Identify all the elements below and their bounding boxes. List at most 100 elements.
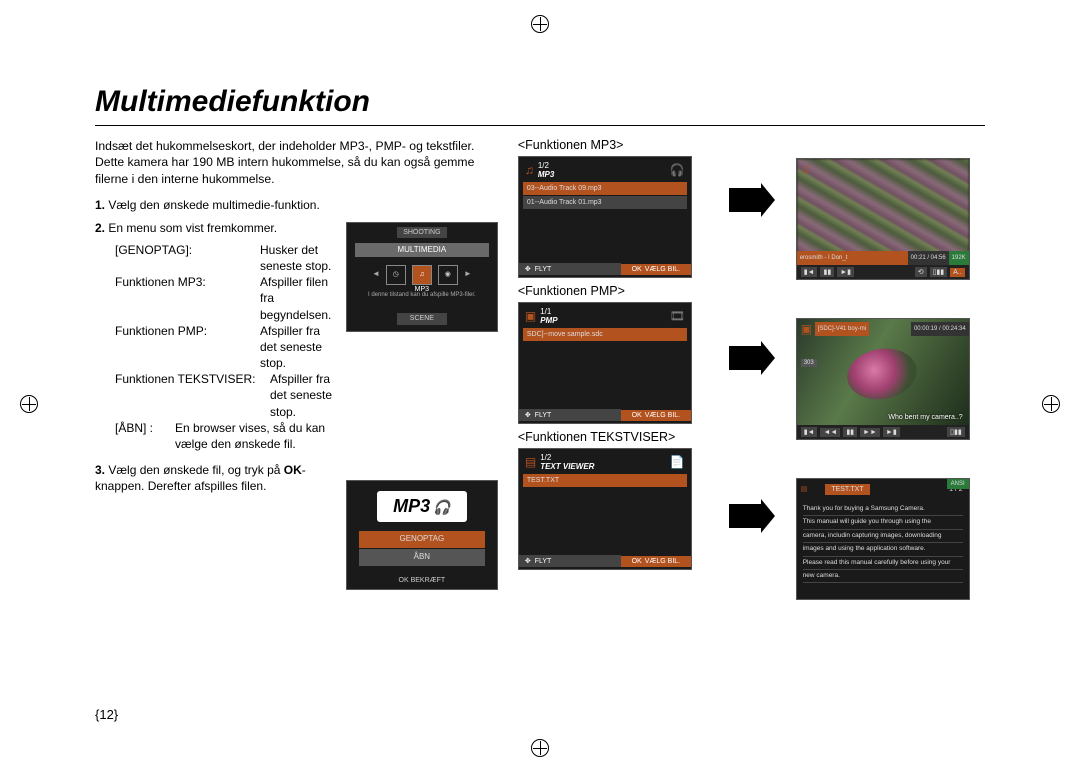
shooting-label: SHOOTING <box>397 227 447 238</box>
flyt-label: FLYT <box>535 412 552 419</box>
registration-mark-bottom <box>531 739 549 757</box>
file-row: 01--Audio Track 01.mp3 <box>523 196 687 209</box>
right-arrow-icon: ► <box>464 269 472 280</box>
pause-button: ▮▮ <box>820 267 834 277</box>
forward-button: ►► <box>860 428 880 437</box>
video-time: 00:00:19 / 00:24:34 <box>911 322 969 336</box>
pause-button: ▮▮ <box>843 427 857 437</box>
text-line: new camera. <box>803 570 963 583</box>
ok-label: OK <box>632 412 642 419</box>
def-tv-r: Afspiller fra det seneste stop. <box>270 371 336 420</box>
music-mode-icon: ♫ <box>412 265 432 285</box>
registration-mark-left <box>20 395 38 413</box>
screenshot-multimedia-menu: SHOOTING MULTIMEDIA ◄ ◷ ♫ ◉ ► MP3 I denn… <box>346 222 498 332</box>
left-column: Indsæt det hukommelseskort, der indehold… <box>95 138 498 600</box>
movie-mode-icon: ◉ <box>438 265 458 285</box>
def-abn-l: [ÅBN] : <box>115 420 175 452</box>
track-title: erosmith - I Don_t <box>797 251 908 265</box>
music-icon: ♫ <box>525 163 534 177</box>
headphones-icon: 🎧 <box>670 163 685 177</box>
mp3-logo: MP3🎧 <box>377 491 467 521</box>
screenshot-mp3-submenu: MP3🎧 GENOPTAG ÅBN OK BEKRÆFT <box>346 480 498 590</box>
section-label-pmp: <Funktionen PMP> <box>518 284 707 298</box>
page-number: {12} <box>95 707 118 722</box>
right-column: ♫ erosmith - I Don_t 00:21 / 04:56 192K … <box>796 138 985 600</box>
mp3-logo-text: MP3 <box>393 496 430 516</box>
next-button: ►▮ <box>837 267 854 277</box>
scene-label: SCENE <box>397 313 447 324</box>
clock-mode-icon: ◷ <box>386 265 406 285</box>
def-mp3-r: Afspiller filen fra begyndelsen. <box>260 274 336 323</box>
rewind-button: ◄◄ <box>820 428 840 437</box>
badge-label: 303 <box>801 359 817 367</box>
arrow-icon <box>729 346 761 370</box>
encoding-badge: ANSI <box>947 479 969 489</box>
def-abn-r: En browser vises, så du kan vælge den øn… <box>175 420 336 452</box>
def-mp3-l: Funktionen MP3: <box>115 274 260 323</box>
pmp-icon: ▣ <box>801 322 812 336</box>
arrow-icon <box>729 504 761 528</box>
screenshot-mp3-list: ♫ 1/2 MP3 🎧 03--Audio Track 09.mp3 01--A… <box>518 156 692 278</box>
prev-button: ▮◄ <box>801 267 818 277</box>
def-genoptag: [GENOPTAG]: Husker det seneste stop. <box>115 242 336 274</box>
menu-genoptag: GENOPTAG <box>359 531 485 548</box>
nav-arrows-icon: ✥ <box>525 265 531 273</box>
mp3-counter: 1/2 <box>538 161 549 170</box>
pmp-counter: 1/1 <box>540 307 551 316</box>
file-row-selected: SDC]--move sample.sdc <box>523 328 687 341</box>
music-icon: ♫ <box>801 162 810 176</box>
step-3-text-a: Vælg den ønskede fil, og tryk på <box>108 463 283 477</box>
step-1-num: 1. <box>95 198 105 212</box>
prev-button: ▮◄ <box>801 427 818 437</box>
def-pmp-r: Afspiller fra det seneste stop. <box>260 323 336 372</box>
screenshot-text-viewer: ▤ TEST.TXT 1 / 2 ANSI Thank you for buyi… <box>796 478 970 600</box>
repeat-icon: ⟲ <box>915 267 927 277</box>
page-title: Multimediefunktion <box>95 85 985 119</box>
section-label-text: <Funktionen TEKSTVISER> <box>518 430 707 444</box>
vaelg-label: VÆLG BIL. <box>645 266 680 273</box>
step-3-ok: OK <box>284 463 302 477</box>
screenshot-text-list: ▤ 1/2 TEXT VIEWER 📄 TEST.TXT ✥FLYT OKVÆL… <box>518 448 692 570</box>
vaelg-label: VÆLG BIL. <box>645 412 680 419</box>
step-1-text: Vælg den ønskede multimedie-funktion. <box>108 198 319 212</box>
def-genoptag-l: [GENOPTAG]: <box>115 242 260 274</box>
screenshot-mp3-playback: ♫ erosmith - I Don_t 00:21 / 04:56 192K … <box>796 158 970 280</box>
arrow-icon <box>729 188 761 212</box>
text-line: Please read this manual carefully before… <box>803 557 963 570</box>
video-title: [SDC]-V41 boy-mi <box>815 322 869 336</box>
step-1: 1. Vælg den ønskede multimedie-funktion. <box>95 197 498 213</box>
registration-mark-right <box>1042 395 1060 413</box>
text-counter: 1/2 <box>540 453 551 462</box>
document-icon: 📄 <box>670 455 685 469</box>
headphones-icon: 🎧 <box>433 499 450 515</box>
mp3-mode-label: MP3 <box>538 170 554 179</box>
left-arrow-icon: ◄ <box>372 269 380 280</box>
text-mode-label: TEXT VIEWER <box>540 462 594 471</box>
def-mp3: Funktionen MP3: Afspiller filen fra begy… <box>115 274 336 323</box>
intro-text: Indsæt det hukommelseskort, der indehold… <box>95 138 498 187</box>
flyt-label: FLYT <box>535 266 552 273</box>
track-time: 00:21 / 04:56 <box>908 251 949 265</box>
volume-icon: ▯▮▮ <box>930 267 948 277</box>
pmp-icon: ▣ <box>525 309 536 323</box>
step-3-num: 3. <box>95 463 105 477</box>
file-row-selected: TEST.TXT <box>523 474 687 487</box>
def-abn: [ÅBN] : En browser vises, så du kan vælg… <box>115 420 336 452</box>
screenshot-pmp-playback: Who bent my camera..? ▣ [SDC]-V41 boy-mi… <box>796 318 970 440</box>
multimedia-label: MULTIMEDIA <box>355 243 489 258</box>
volume-icon: ▯▮▮ <box>947 427 965 437</box>
text-line: This manual will guide you through using… <box>803 516 963 529</box>
caption-text: Who bent my camera..? <box>888 414 962 421</box>
text-icon: ▤ <box>525 455 536 469</box>
pmp-mode-label: PMP <box>540 316 557 325</box>
def-tv-l: Funktionen TEKSTVISER: <box>115 371 270 420</box>
screenshot-pmp-list: ▣ 1/1 PMP 🎞 SDC]--move sample.sdc ✥FLYT … <box>518 302 692 424</box>
title-rule <box>95 125 985 126</box>
step-2-text: En menu som vist fremkommer. <box>108 221 277 235</box>
mode-desc: I denne tilstand kan du afspille MP3-fil… <box>347 291 497 299</box>
ok-label: OK <box>632 558 642 565</box>
track-bitrate: 192K <box>949 251 969 265</box>
flyt-label: FLYT <box>535 558 552 565</box>
film-icon: 🎞 <box>670 309 685 323</box>
nav-arrows-icon: ✥ <box>525 411 531 419</box>
